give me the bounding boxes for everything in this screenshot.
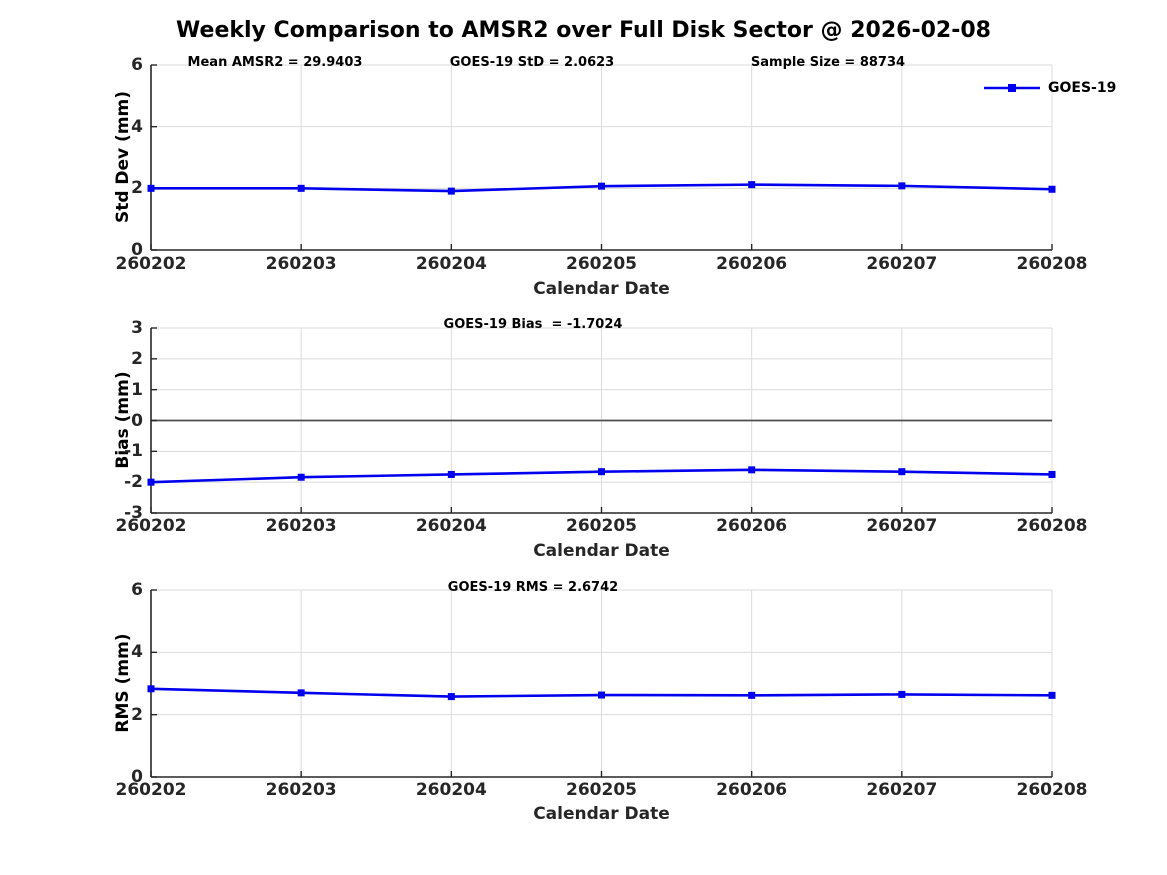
ylabel-rms: RMS (mm) bbox=[113, 633, 133, 733]
data-point-marker bbox=[447, 470, 455, 478]
data-point-marker bbox=[147, 184, 155, 192]
x-tick-label: 260208 bbox=[1016, 516, 1088, 536]
data-point-marker bbox=[598, 182, 605, 190]
x-tick-label: 260202 bbox=[115, 780, 187, 800]
x-tick-label: 260207 bbox=[866, 254, 938, 274]
legend[interactable]: GOES-19 bbox=[983, 79, 1116, 97]
y-tick-label: -1 bbox=[124, 441, 143, 462]
y-tick-label: 2 bbox=[131, 348, 143, 369]
y-tick-label: 6 bbox=[131, 55, 143, 75]
annotation-sample-size: Sample Size = 88734 bbox=[750, 55, 906, 70]
legend-line-marker-icon bbox=[984, 84, 1040, 92]
data-point-marker bbox=[898, 468, 906, 476]
y-tick-label: 4 bbox=[131, 116, 143, 137]
data-point-marker bbox=[898, 690, 906, 698]
y-tick-label: 3 bbox=[131, 318, 143, 338]
x-tick-label: 260205 bbox=[566, 516, 637, 536]
xlabel-bias: Calendar Date bbox=[533, 541, 670, 561]
data-point-marker bbox=[1048, 691, 1056, 699]
x-tick-label: 260205 bbox=[566, 780, 637, 800]
data-point-marker bbox=[748, 466, 756, 474]
data-point-marker bbox=[297, 689, 305, 697]
annotation-goes19-std: GOES-19 StD = 2.0623 bbox=[449, 55, 615, 70]
x-tick-label: 260207 bbox=[866, 780, 938, 800]
x-tick-label: 260203 bbox=[265, 516, 337, 536]
x-tick-label: 260206 bbox=[716, 516, 788, 536]
data-point-marker bbox=[447, 693, 455, 701]
legend-label: GOES-19 bbox=[1048, 80, 1117, 96]
y-tick-label: 0 bbox=[131, 410, 143, 431]
x-tick-label: 260204 bbox=[415, 780, 487, 800]
annotation-goes19-rms: GOES-19 RMS = 2.6742 bbox=[447, 580, 619, 595]
data-point-marker bbox=[147, 478, 155, 486]
xlabel-stddev: Calendar Date bbox=[533, 279, 670, 299]
x-tick-label: 260206 bbox=[716, 780, 788, 800]
x-tick-label: 260205 bbox=[566, 254, 637, 274]
data-point-marker bbox=[598, 468, 605, 476]
data-point-marker bbox=[1048, 470, 1056, 478]
data-point-marker bbox=[1048, 185, 1056, 193]
data-point-marker bbox=[598, 691, 605, 699]
figure-title: Weekly Comparison to AMSR2 over Full Dis… bbox=[176, 18, 991, 43]
xlabel-rms: Calendar Date bbox=[533, 804, 670, 824]
y-tick-label: 2 bbox=[131, 178, 143, 199]
x-tick-label: 260203 bbox=[265, 780, 337, 800]
data-point-marker bbox=[748, 691, 756, 699]
x-tick-label: 260202 bbox=[115, 516, 187, 536]
data-point-marker bbox=[748, 181, 756, 189]
y-tick-label: 1 bbox=[131, 379, 143, 400]
x-tick-label: 260207 bbox=[866, 516, 938, 536]
x-tick-label: 260206 bbox=[716, 254, 788, 274]
y-tick-label: 6 bbox=[131, 580, 143, 600]
x-tick-label: 260204 bbox=[415, 516, 487, 536]
x-tick-label: 260208 bbox=[1016, 254, 1088, 274]
data-point-marker bbox=[447, 187, 455, 195]
data-point-marker bbox=[297, 184, 305, 192]
ylabel-stddev: Std Dev (mm) bbox=[113, 90, 133, 224]
annotation-goes19-bias: GOES-19 Bias = -1.7024 bbox=[443, 317, 623, 332]
y-tick-label: -2 bbox=[124, 472, 143, 493]
y-tick-label: 0 bbox=[131, 240, 143, 260]
data-point-marker bbox=[297, 473, 305, 481]
y-tick-label: 4 bbox=[131, 642, 143, 663]
x-tick-label: 260202 bbox=[115, 254, 187, 274]
y-tick-label: 2 bbox=[131, 704, 143, 725]
annotation-mean-amsr2: Mean AMSR2 = 29.9403 bbox=[187, 55, 363, 70]
x-tick-label: 260208 bbox=[1016, 780, 1088, 800]
data-point-marker bbox=[898, 182, 906, 190]
x-tick-label: 260204 bbox=[415, 254, 487, 274]
y-tick-label: -3 bbox=[124, 503, 143, 523]
x-tick-label: 260203 bbox=[265, 254, 337, 274]
y-tick-label: 0 bbox=[131, 767, 143, 787]
data-point-marker bbox=[147, 685, 155, 693]
